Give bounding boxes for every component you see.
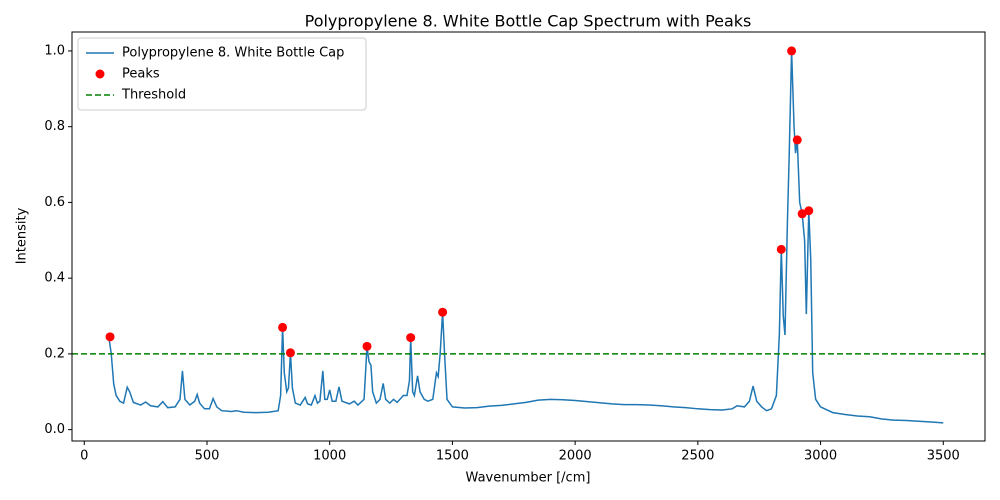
legend-label: Threshold [121, 88, 186, 103]
peak-marker [406, 333, 416, 343]
x-tick-label: 1000 [313, 449, 346, 464]
legend-marker [95, 69, 105, 79]
x-axis-label: Wavenumber [/cm] [466, 471, 591, 486]
peak-marker [362, 341, 372, 351]
legend-box [77, 37, 367, 111]
y-tick-label: 0.8 [44, 119, 65, 134]
x-tick-label: 3000 [804, 449, 837, 464]
peak-marker [278, 322, 288, 332]
x-tick-label: 1500 [436, 449, 469, 464]
y-tick-label: 0.2 [44, 346, 65, 361]
peak-marker [438, 307, 448, 317]
y-tick-label: 0.6 [44, 195, 65, 210]
y-axis-label: Intensity [15, 207, 30, 264]
legend-label: Peaks [122, 67, 160, 82]
peak-marker [804, 206, 814, 216]
peak-marker [792, 135, 802, 145]
peak-marker [285, 348, 295, 358]
peak-marker [776, 244, 786, 254]
y-tick-label: 0.0 [44, 422, 65, 437]
x-tick-label: 2000 [559, 449, 592, 464]
chart-title: Polypropylene 8. White Bottle Cap Spectr… [305, 12, 752, 31]
x-tick-label: 3500 [927, 449, 960, 464]
x-tick-label: 2500 [681, 449, 714, 464]
y-tick-label: 0.4 [44, 271, 65, 286]
x-tick-label: 0 [80, 449, 88, 464]
y-tick-label: 1.0 [44, 43, 65, 58]
legend-label: Polypropylene 8. White Bottle Cap [122, 46, 344, 61]
peak-marker [105, 332, 115, 342]
plot-frame [71, 31, 986, 442]
x-tick-label: 500 [195, 449, 220, 464]
peak-marker [787, 46, 797, 56]
